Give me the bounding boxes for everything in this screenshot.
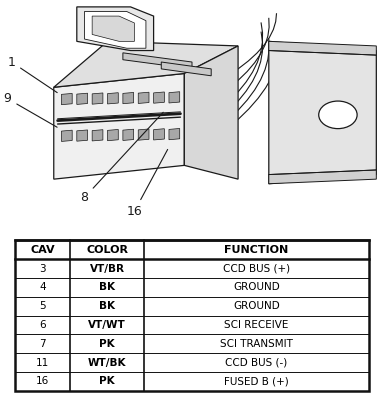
Text: FUSED B (+): FUSED B (+) <box>224 377 289 386</box>
Text: 1: 1 <box>8 55 57 93</box>
Polygon shape <box>61 93 72 105</box>
Polygon shape <box>77 7 154 51</box>
Polygon shape <box>92 16 134 41</box>
Polygon shape <box>123 129 134 141</box>
Polygon shape <box>154 92 164 103</box>
Polygon shape <box>92 129 103 141</box>
Text: BK: BK <box>99 301 115 311</box>
Text: GROUND: GROUND <box>233 282 280 292</box>
Text: WT/BK: WT/BK <box>88 358 126 367</box>
Polygon shape <box>269 170 376 184</box>
Text: PK: PK <box>99 377 115 386</box>
Text: VT/BR: VT/BR <box>89 264 124 274</box>
Text: BK: BK <box>99 282 115 292</box>
Text: PK: PK <box>99 339 115 349</box>
Text: 3: 3 <box>39 264 46 274</box>
Polygon shape <box>269 41 376 184</box>
Polygon shape <box>161 62 211 76</box>
Polygon shape <box>84 11 146 48</box>
Text: COLOR: COLOR <box>86 245 128 255</box>
Polygon shape <box>154 129 164 140</box>
Polygon shape <box>123 53 192 69</box>
Text: SCI RECEIVE: SCI RECEIVE <box>224 320 289 330</box>
Text: CAV: CAV <box>30 245 55 255</box>
Polygon shape <box>269 41 376 55</box>
Text: CCD BUS (-): CCD BUS (-) <box>225 358 288 367</box>
Text: 16: 16 <box>126 149 168 218</box>
Text: 4: 4 <box>39 282 46 292</box>
Ellipse shape <box>319 101 357 129</box>
Text: SCI TRANSMIT: SCI TRANSMIT <box>220 339 293 349</box>
Text: 11: 11 <box>36 358 49 367</box>
Text: 7: 7 <box>39 339 46 349</box>
Text: 16: 16 <box>36 377 49 386</box>
Polygon shape <box>92 93 103 104</box>
Text: CCD BUS (+): CCD BUS (+) <box>223 264 290 274</box>
Polygon shape <box>138 92 149 103</box>
Polygon shape <box>169 92 180 103</box>
Text: 5: 5 <box>39 301 46 311</box>
Polygon shape <box>108 129 118 141</box>
Polygon shape <box>138 129 149 140</box>
Polygon shape <box>77 93 88 105</box>
Text: FUNCTION: FUNCTION <box>224 245 289 255</box>
Polygon shape <box>184 46 238 179</box>
Polygon shape <box>54 74 184 179</box>
Polygon shape <box>77 130 88 141</box>
Text: 6: 6 <box>39 320 46 330</box>
Polygon shape <box>61 130 72 141</box>
Polygon shape <box>123 92 134 104</box>
Text: 9: 9 <box>4 92 57 127</box>
Polygon shape <box>169 128 180 140</box>
Polygon shape <box>54 41 238 87</box>
Text: 8: 8 <box>81 112 163 204</box>
Text: GROUND: GROUND <box>233 301 280 311</box>
Text: VT/WT: VT/WT <box>88 320 126 330</box>
Polygon shape <box>108 93 118 104</box>
